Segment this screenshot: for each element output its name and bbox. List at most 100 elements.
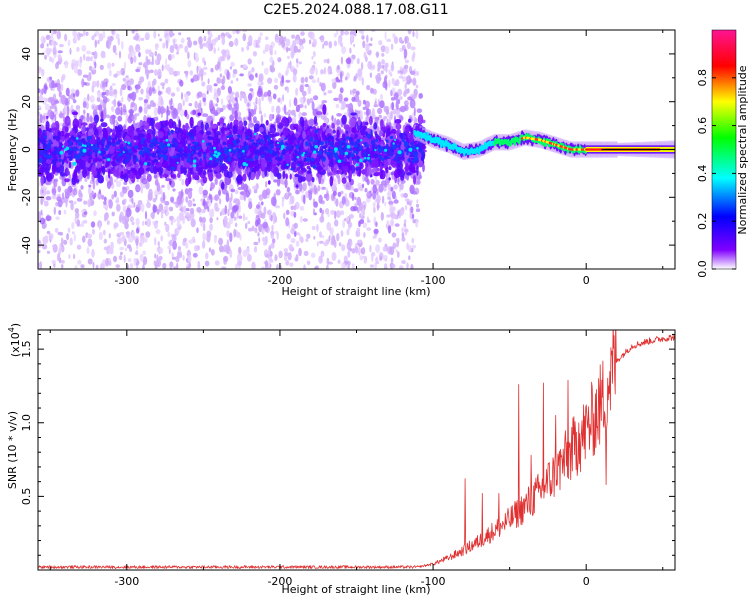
spectrogram-speckle [262,189,268,200]
spectrogram-speckle [293,231,297,237]
spectrogram-speckle [67,39,71,47]
spectrogram-speckle [350,37,354,42]
spectrogram-speckle [172,240,178,250]
spectrogram-speckle [326,221,332,231]
spectrogram-speckle [372,201,376,208]
spectrogram-band [341,114,347,125]
spectrogram-speckle [127,115,133,124]
spectrogram-speckle [156,53,162,62]
spectrogram-speckle [310,119,315,126]
spectrogram-speckle [296,58,299,64]
spectrogram-speckle [304,104,307,109]
spectrogram-speckle [149,69,154,74]
spectrogram-speckle [135,32,139,41]
spectrogram-speckle [123,181,128,185]
spectrogram-band [388,166,392,171]
spectrogram-speckle [187,51,190,60]
spectrogram-speckle [52,83,58,88]
spectrogram-speckle [129,216,134,223]
spectrogram-speckle [234,97,238,101]
spectrogram-speckle [243,183,248,193]
spectrogram-speckle [91,35,95,41]
spectrogram-speckle [366,84,371,91]
spectrogram-speckle [364,188,368,193]
spectrogram-speckle [303,264,306,269]
spectrogram-speckle [361,207,365,217]
spectrogram-speckle [253,241,259,246]
spectrogram-speckle [119,246,124,251]
spectrogram-speckle [169,45,175,54]
spectrogram-speckle [223,215,228,224]
spectrogram-speckle [237,255,243,263]
spectrogram-speckle [177,246,182,251]
spectrogram-speckle [253,247,258,253]
spectrogram-speckle [338,93,343,102]
spectrogram-speckle [123,254,126,263]
spectrogram-speckle [341,196,346,205]
spectrogram-speckle [293,113,297,118]
spectrogram-speckle [320,250,325,258]
spectrogram-speckle [187,189,193,200]
spectrogram-speckle [348,102,354,113]
spectrogram-speckle [398,75,404,79]
spectrogram-speckle [217,34,221,41]
spectrogram-speckle [119,251,123,256]
spectrogram-speckle [218,198,222,205]
spectrogram-speckle [376,202,379,211]
spectrogram-speckle [255,219,259,227]
spectrogram-speckle [286,47,292,51]
spectrogram-speckle [207,202,212,207]
spectrogram-speckle [170,196,175,203]
spectrogram-speckle [292,68,298,76]
spectrogram-speckle [230,192,233,202]
spectrogram-speckle [38,105,41,109]
spectrogram-speckle [392,206,396,212]
spectrogram-speckle [156,182,160,192]
spectrogram-speckle [307,98,311,106]
spectrogram-speckle [401,236,406,242]
spectrogram-speckle [289,262,294,267]
spectrogram-speckle [286,186,291,193]
spectrogram-speckle [287,61,292,69]
spectrogram-speckle [280,264,283,269]
spectrogram-speckle [113,88,118,95]
spectrogram-speckle [117,37,121,46]
spectrogram-speckle [123,198,127,203]
spectrogram-speckle [188,217,193,221]
spectrogram-speckle [201,216,206,224]
spectrogram-speckle [186,266,190,269]
spectrogram-speckle [399,96,403,100]
spectrogram-speckle [81,78,85,88]
spectrogram-speckle [268,260,271,268]
spectrogram-speckle [145,93,150,101]
spectrogram-speckle [236,77,239,82]
spectrogram-speckle [187,39,193,48]
spectrogram-speckle [321,234,325,239]
spectrogram-speckle [403,64,409,70]
spectrogram-speckle [271,105,275,113]
spectrogram-speckle [162,84,165,90]
spectrogram-speckle [359,212,362,219]
spectrogram-speckle [412,219,416,224]
spectrogram-speckle [218,189,222,196]
spectrogram-speckle [165,223,170,233]
spectrogram-speckle [53,42,58,46]
spectrogram-speckle [276,178,281,187]
spectrogram-speckle [343,30,350,36]
spectrogram-speckle [192,238,196,244]
spectrogram-speckle [127,85,131,91]
spectrogram-speckle [69,237,73,246]
spectrogram-band [296,167,300,171]
spectrogram-speckle [171,92,176,97]
spectrogram-speckle [173,70,179,77]
spectrogram-speckle [68,254,71,259]
spectrogram-speckle [378,237,382,243]
spectrogram-speckle [368,108,372,115]
spectrogram-band [68,161,72,169]
spectrogram-speckle [121,216,126,225]
spectrogram-speckle [92,228,95,235]
spectrogram-speckle [165,58,168,66]
spectrogram-speckle [363,111,367,116]
spectrogram-band [149,117,156,126]
spectrogram-speckle [241,47,244,52]
